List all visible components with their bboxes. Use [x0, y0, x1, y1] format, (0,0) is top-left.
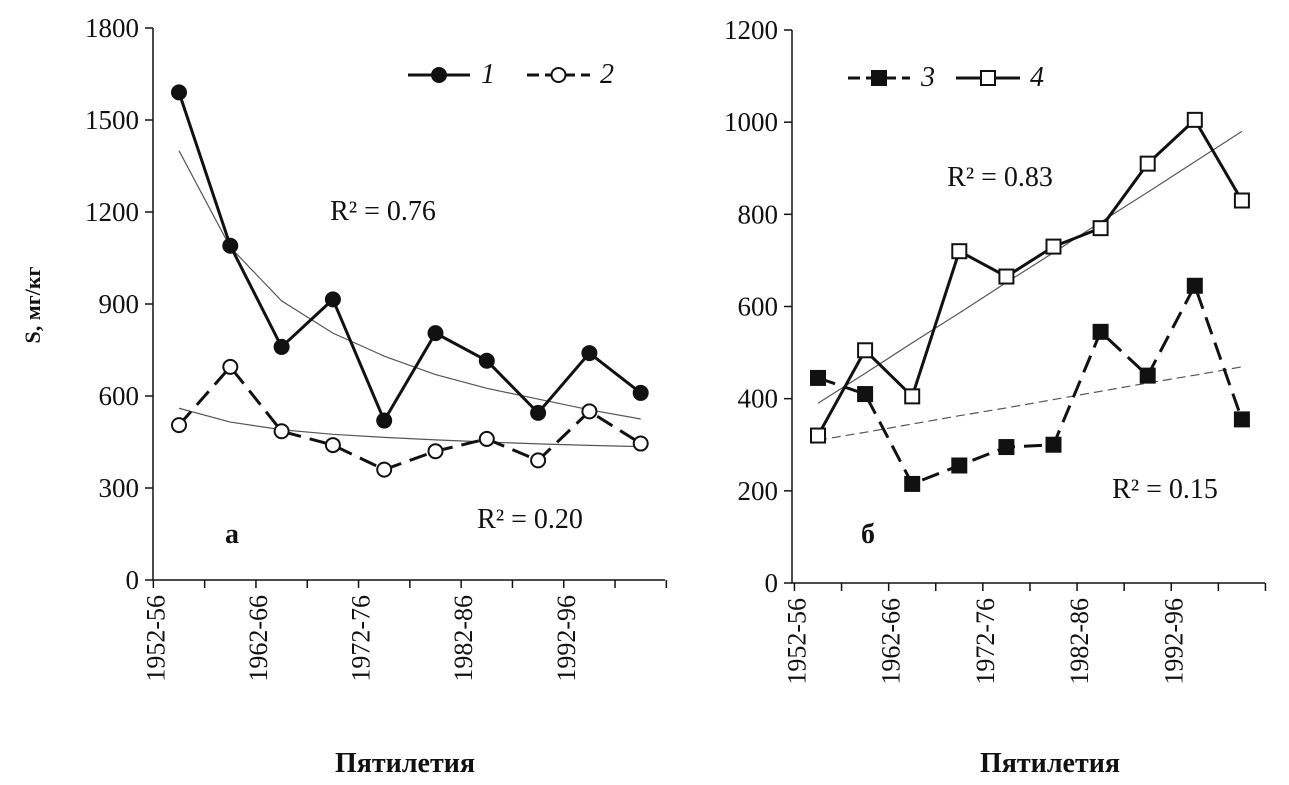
panel-b-legend: 3 4 — [920, 62, 1044, 93]
panel-b-x-tick-label: 1992-96 — [1159, 598, 1188, 685]
panel-b-y-tick-label: 0 — [765, 568, 779, 598]
panel-a: S, мг/кг Пятилетия а 1 2 R² = 0.76 R² = … — [20, 59, 614, 779]
data-point-series-4 — [1139, 155, 1156, 172]
panel-a-legend: 1 2 — [481, 59, 614, 90]
panel-b-label: б — [861, 519, 875, 550]
data-point-series-4 — [810, 427, 826, 444]
data-point-series-1 — [581, 345, 598, 362]
legend-label-series-4: 4 — [1030, 62, 1044, 93]
data-point-series-1 — [632, 384, 649, 401]
panel-b-x-tick-label: 1972-76 — [971, 598, 1000, 685]
data-point-series-4 — [1186, 111, 1203, 128]
panel-b-y-tick-label: 600 — [738, 292, 779, 322]
panel-a-y-tick-label: 0 — [126, 565, 140, 595]
data-point-series-1 — [171, 84, 187, 101]
panel-b-x-tick-label: 1952-56 — [782, 598, 811, 685]
data-point-series-3 — [1092, 323, 1109, 340]
data-point-series-3 — [904, 475, 921, 492]
legend-marker-series-2 — [550, 67, 567, 83]
panel-b-x-tick-label: 1962-66 — [877, 598, 906, 685]
data-point-series-1 — [273, 338, 290, 355]
data-point-series-4 — [1045, 238, 1062, 255]
data-point-series-2 — [530, 452, 547, 469]
trendline-series-3 — [817, 366, 1243, 441]
legend-label-series-2: 2 — [600, 59, 614, 90]
legend-label-series-3: 3 — [920, 62, 935, 93]
legend-label-series-1: 1 — [481, 59, 495, 90]
legend-marker-series-4 — [980, 70, 996, 86]
panel-a-y-axis-title: S, мг/кг — [20, 267, 45, 344]
panel-a-y-tick-label: 1200 — [85, 197, 139, 227]
panel-b-plot: 0 200 400 600 800 1000 1200 1952-56 1962-66 1972-… — [724, 15, 1267, 685]
data-point-series-4 — [1092, 220, 1109, 237]
panel-a-x-tick-label: 1952-56 — [141, 595, 170, 682]
panel-a-y-tick-label: 1500 — [85, 105, 139, 135]
panel-a-y-tick-label: 300 — [99, 473, 140, 503]
data-point-series-2 — [273, 423, 290, 440]
data-point-series-3 — [1186, 277, 1203, 294]
data-point-series-1 — [478, 352, 495, 369]
data-point-series-3 — [857, 386, 874, 403]
data-point-series-4 — [951, 243, 968, 260]
panel-b: Пятилетия б 3 4 R² = 0.83 R² = 0.15 — [861, 62, 1218, 779]
panel-a-y-tick-label: 600 — [99, 381, 140, 411]
panel-a-plot: 0 300 600 900 1200 1500 1800 1952-56 1962-66 1972… — [85, 13, 668, 682]
series-line-2 — [177, 365, 642, 472]
panel-a-x-axis-title: Пятилетия — [335, 748, 475, 779]
panel-a-label: а — [225, 519, 239, 550]
panel-b-x-tick-label: 1982-86 — [1065, 598, 1094, 685]
data-point-series-2 — [171, 417, 187, 434]
trendline-series-4 — [817, 130, 1243, 404]
r2-annotation-series-2: R² = 0.20 — [477, 504, 583, 535]
data-point-series-1 — [222, 237, 239, 254]
legend-marker-series-3 — [871, 70, 887, 86]
data-point-series-1 — [530, 404, 547, 421]
series-line-3 — [817, 284, 1244, 486]
data-point-series-2 — [222, 358, 239, 375]
trendline-series-2 — [178, 407, 641, 448]
data-point-series-1 — [427, 325, 444, 342]
panel-a-y-tick-label: 900 — [99, 289, 140, 319]
data-point-series-3 — [1139, 367, 1156, 384]
data-point-series-3 — [998, 439, 1015, 456]
data-point-series-3 — [951, 457, 968, 474]
data-point-series-3 — [1045, 436, 1062, 453]
data-point-series-1 — [376, 412, 393, 429]
panel-a-x-tick-label: 1992-96 — [552, 595, 581, 682]
r2-annotation-series-1: R² = 0.76 — [330, 196, 436, 227]
trendline-series-1 — [178, 150, 641, 420]
r2-annotation-series-4: R² = 0.83 — [947, 162, 1053, 193]
data-point-series-3 — [810, 369, 826, 386]
data-point-series-2 — [478, 430, 495, 447]
r2-annotation-series-3: R² = 0.15 — [1112, 474, 1218, 505]
panel-a-x-tick-label: 1962-66 — [244, 595, 273, 682]
series-line-1 — [177, 91, 642, 423]
data-point-series-2 — [632, 435, 649, 452]
data-point-series-4 — [857, 342, 874, 359]
data-point-series-1 — [324, 291, 341, 308]
panel-b-y-tick-label: 1200 — [724, 15, 778, 45]
legend-marker-series-1 — [431, 67, 447, 83]
data-point-series-2 — [581, 403, 598, 420]
panel-a-y-tick-label: 1800 — [85, 13, 139, 43]
data-point-series-4 — [1233, 192, 1250, 209]
series-line-4 — [816, 118, 1244, 437]
panel-b-y-tick-label: 400 — [738, 384, 779, 414]
data-point-series-2 — [376, 461, 393, 478]
data-point-series-4 — [904, 388, 921, 405]
data-point-series-4 — [998, 268, 1015, 285]
panel-b-y-tick-label: 800 — [738, 199, 779, 229]
panel-b-y-tick-label: 1000 — [724, 107, 778, 137]
data-point-series-3 — [1233, 411, 1250, 428]
data-point-series-2 — [324, 437, 341, 454]
panel-a-x-tick-label: 1982-86 — [449, 595, 478, 682]
panel-a-x-tick-label: 1972-76 — [347, 595, 376, 682]
data-point-series-2 — [427, 443, 444, 460]
panel-b-y-tick-label: 200 — [738, 476, 779, 506]
panel-b-x-axis-title: Пятилетия — [980, 748, 1120, 779]
